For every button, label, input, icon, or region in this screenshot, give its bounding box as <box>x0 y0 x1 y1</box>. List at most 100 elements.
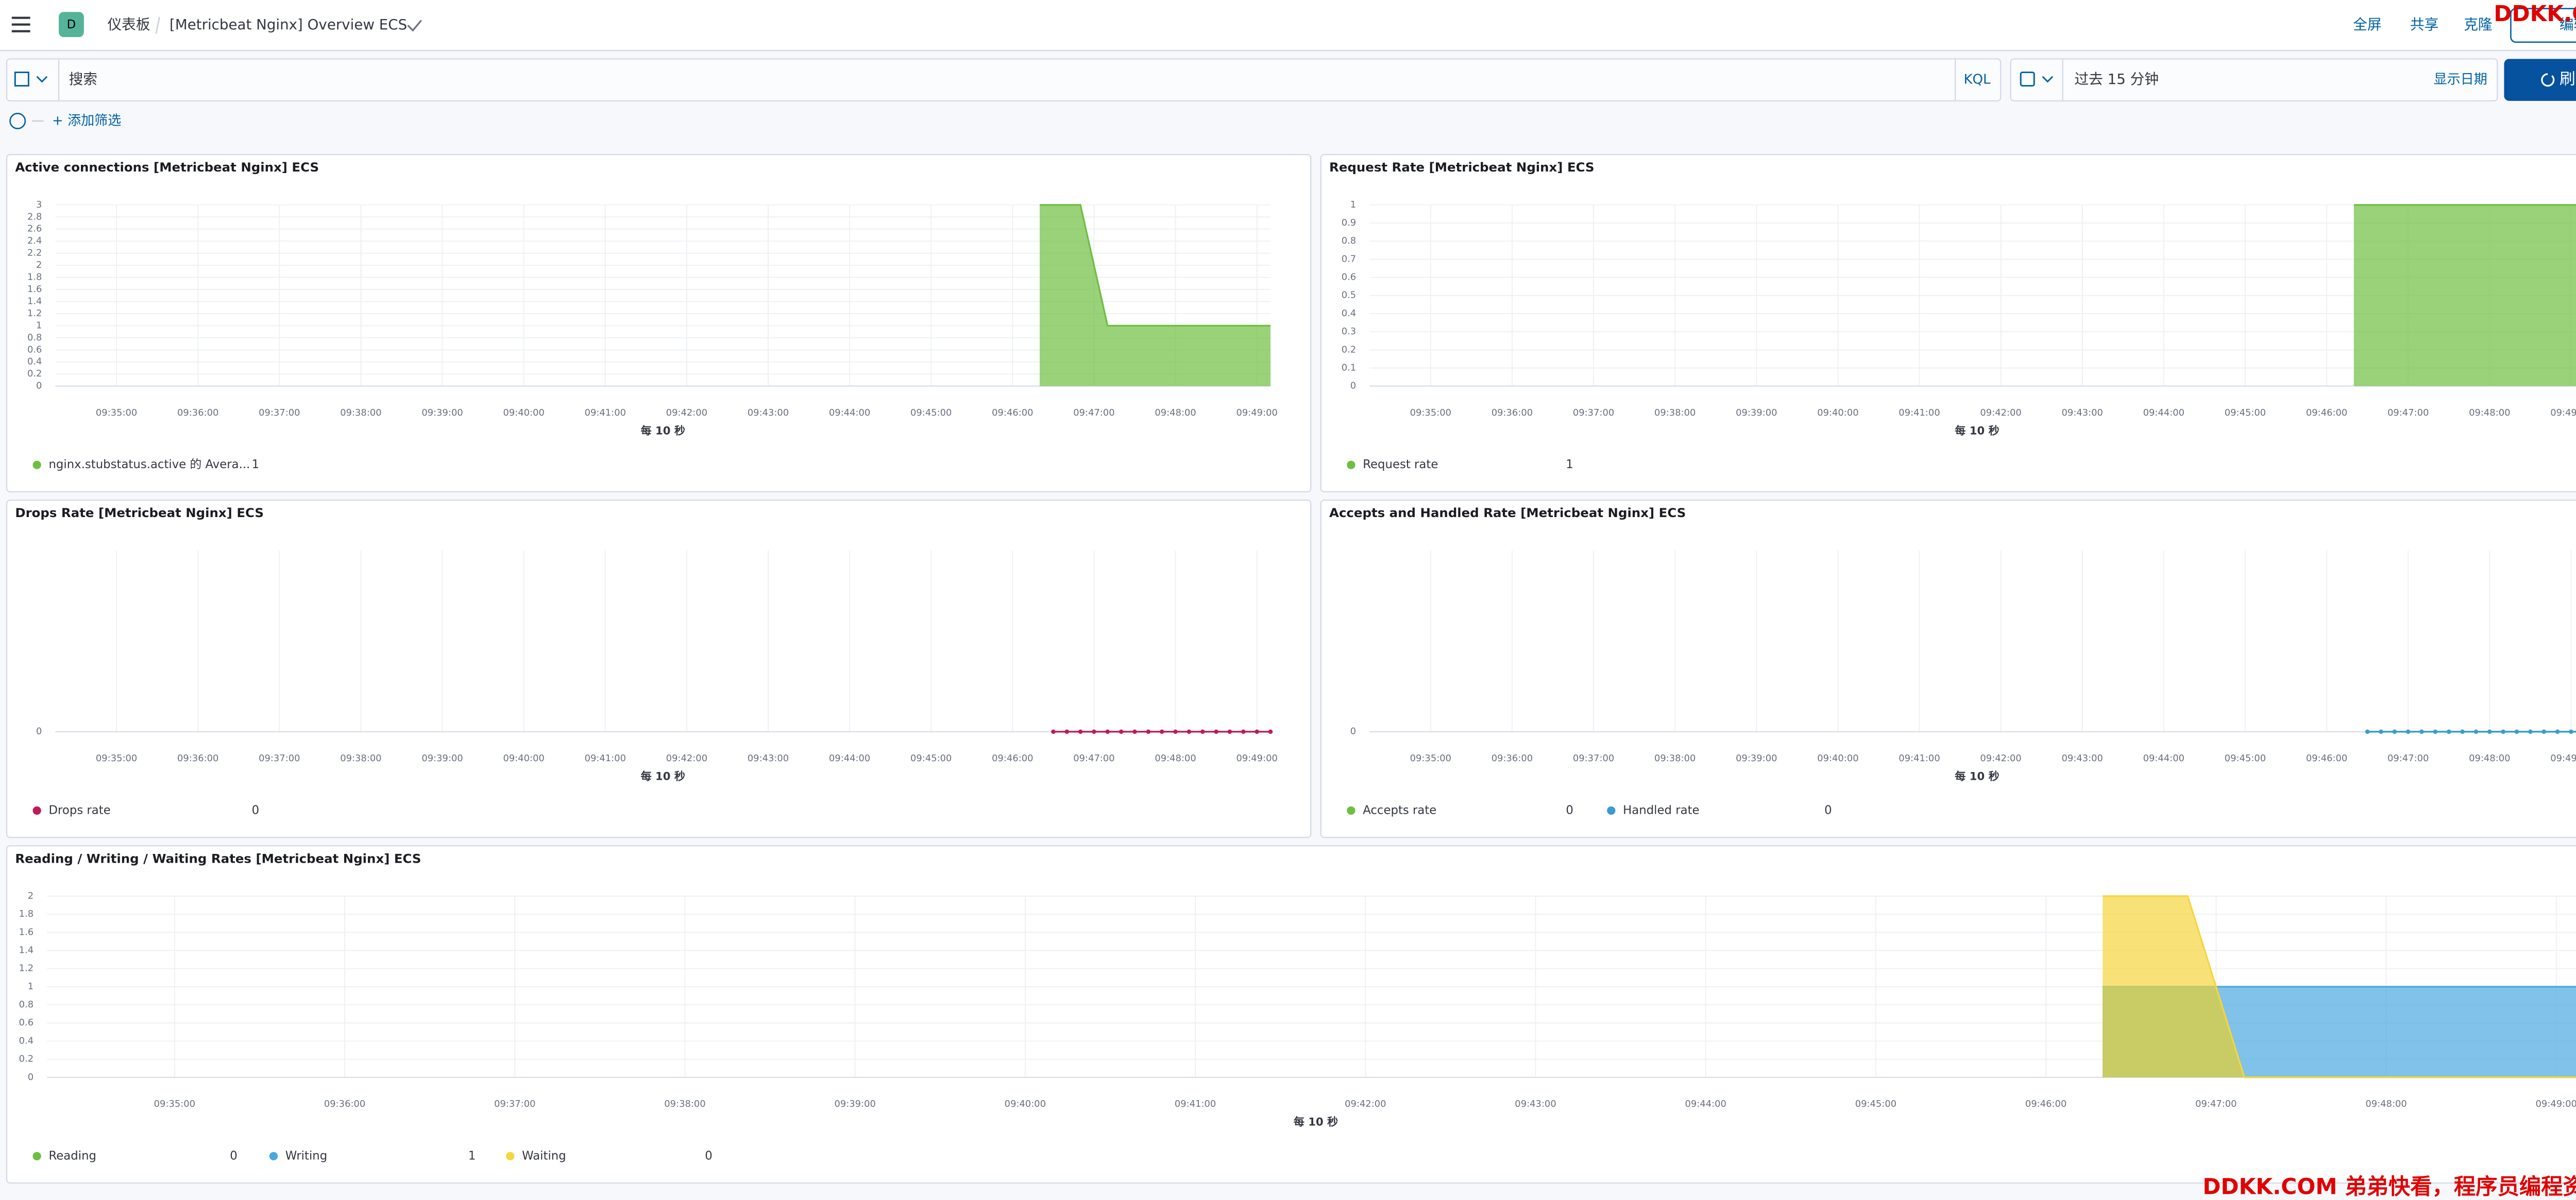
legend-value: 0 <box>705 1149 713 1162</box>
x-axis-label: 每 10 秒 <box>1294 1116 1338 1128</box>
date-picker[interactable] <box>2010 58 2498 101</box>
y-tick-label: 0 <box>28 1072 33 1083</box>
area <box>2103 896 2576 1077</box>
action-share[interactable]: 共享 <box>2410 16 2438 33</box>
y-tick-label: 1.8 <box>27 272 42 283</box>
point <box>2514 729 2519 734</box>
y-tick-label: 0 <box>1350 726 1356 737</box>
calendar-chevron <box>2042 76 2054 83</box>
legend-label: Writing <box>285 1149 327 1162</box>
saved-query-chevron <box>36 76 48 83</box>
panel <box>1320 500 2576 838</box>
action-edit: 编辑 <box>2560 16 2576 33</box>
legend-swatch <box>1607 806 1616 815</box>
x-tick-label: 09:44:00 <box>1685 1099 1726 1109</box>
x-tick-label: 09:39:00 <box>1736 407 1777 418</box>
x-tick-label: 09:41:00 <box>1175 1099 1216 1109</box>
title-check[interactable] <box>407 20 422 32</box>
y-tick-label: 0.4 <box>1342 308 1356 319</box>
y-tick-label: 0.8 <box>19 999 33 1010</box>
y-tick-label: 0 <box>1350 381 1356 391</box>
legend-label: nginx.stubstatus.active 的 Avera... <box>48 458 250 471</box>
area <box>1040 204 1271 386</box>
x-tick-label: 09:42:00 <box>1980 753 2021 764</box>
x-tick-label: 09:40:00 <box>1817 753 1858 764</box>
y-tick-label: 2.4 <box>27 235 42 246</box>
y-tick-label: 0 <box>36 381 42 391</box>
y-tick-label: 2.2 <box>27 248 42 259</box>
y-tick-label: 2.6 <box>27 224 42 234</box>
search-box[interactable] <box>6 58 2002 101</box>
space-avatar[interactable] <box>59 12 84 38</box>
x-tick-label: 09:46:00 <box>2306 407 2347 418</box>
calendar-icon[interactable] <box>2020 72 2035 87</box>
saved-query-icon[interactable] <box>14 72 29 87</box>
point <box>1146 729 1151 734</box>
y-tick-label: 0.2 <box>1342 344 1356 355</box>
point <box>1118 729 1124 734</box>
legend-label: Request rate <box>1363 458 1438 471</box>
point <box>1051 729 1056 734</box>
y-tick-label: 0.3 <box>1342 326 1356 337</box>
x-tick-label: 09:45:00 <box>2225 407 2266 418</box>
point <box>1173 729 1178 734</box>
y-tick-label: 0.6 <box>1342 272 1356 283</box>
show-dates[interactable]: 显示日期 <box>2434 72 2487 88</box>
y-tick-label: 2 <box>36 260 42 270</box>
x-tick-label: 09:47:00 <box>2387 753 2429 764</box>
kql-toggle[interactable]: KQL <box>1963 72 1991 88</box>
point <box>1132 729 1137 734</box>
panel-title: Request Rate [Metricbeat Nginx] ECS <box>1329 160 1595 175</box>
point <box>2405 729 2411 734</box>
filter-icon[interactable] <box>9 112 26 129</box>
breadcrumb-sep <box>155 16 160 34</box>
x-tick-label: 09:48:00 <box>2469 753 2510 764</box>
point <box>2447 729 2451 734</box>
y-tick-label: 1 <box>28 981 33 992</box>
add-filter[interactable]: + 添加筛选 <box>52 113 121 128</box>
point <box>2501 729 2505 734</box>
action-clone[interactable]: 克隆 <box>2464 16 2493 33</box>
y-tick-label: 0.2 <box>27 368 42 379</box>
refresh-button[interactable] <box>2504 59 2576 101</box>
legend-label: Reading <box>48 1149 96 1162</box>
x-tick-label: 09:41:00 <box>1899 753 1940 764</box>
panel-title: Drops Rate [Metricbeat Nginx] ECS <box>15 505 264 520</box>
x-tick-label: 09:38:00 <box>340 407 381 418</box>
x-tick-label: 09:44:00 <box>2143 753 2184 764</box>
panel <box>6 153 1312 493</box>
x-tick-label: 09:49:00 <box>1236 753 1277 764</box>
x-tick-label: 09:39:00 <box>834 1099 875 1109</box>
menu-button[interactable] <box>11 16 30 32</box>
x-tick-label: 09:43:00 <box>748 407 789 418</box>
point <box>2419 729 2424 734</box>
time-range: 过去 15 分钟 <box>2074 71 2159 88</box>
x-tick-label: 09:44:00 <box>829 753 870 764</box>
legend-value: 1 <box>468 1149 476 1162</box>
panel-title: Reading / Writing / Waiting Rates [Metri… <box>15 851 421 866</box>
action-fullscreen[interactable]: 全屏 <box>2353 16 2381 33</box>
x-tick-label: 09:40:00 <box>1005 1099 1046 1109</box>
legend-swatch <box>269 1152 278 1161</box>
y-tick-label: 0.2 <box>19 1054 33 1065</box>
x-tick-label: 09:42:00 <box>1345 1099 1386 1109</box>
x-tick-label: 09:37:00 <box>1573 753 1614 764</box>
x-tick-label: 09:47:00 <box>2387 407 2429 418</box>
legend-value: 1 <box>1566 458 1573 471</box>
x-tick-label: 09:36:00 <box>177 753 218 764</box>
x-tick-label: 09:39:00 <box>421 407 463 418</box>
x-tick-label: 09:36:00 <box>1492 407 1533 418</box>
y-tick-label: 1.8 <box>19 908 33 919</box>
edit-button[interactable] <box>2510 8 2576 43</box>
breadcrumb[interactable]: 仪表板 <box>107 16 150 33</box>
legend-value: 0 <box>1566 803 1573 817</box>
y-tick-label: 0.5 <box>1342 290 1356 301</box>
x-tick-label: 09:47:00 <box>2195 1099 2236 1109</box>
point <box>2569 729 2573 734</box>
x-tick-label: 09:39:00 <box>421 753 463 764</box>
legend-value: 0 <box>1824 803 1832 817</box>
point <box>1268 729 1273 734</box>
point <box>2487 729 2492 734</box>
point <box>1227 729 1232 734</box>
panel-title: Accepts and Handled Rate [Metricbeat Ngi… <box>1329 505 1686 520</box>
